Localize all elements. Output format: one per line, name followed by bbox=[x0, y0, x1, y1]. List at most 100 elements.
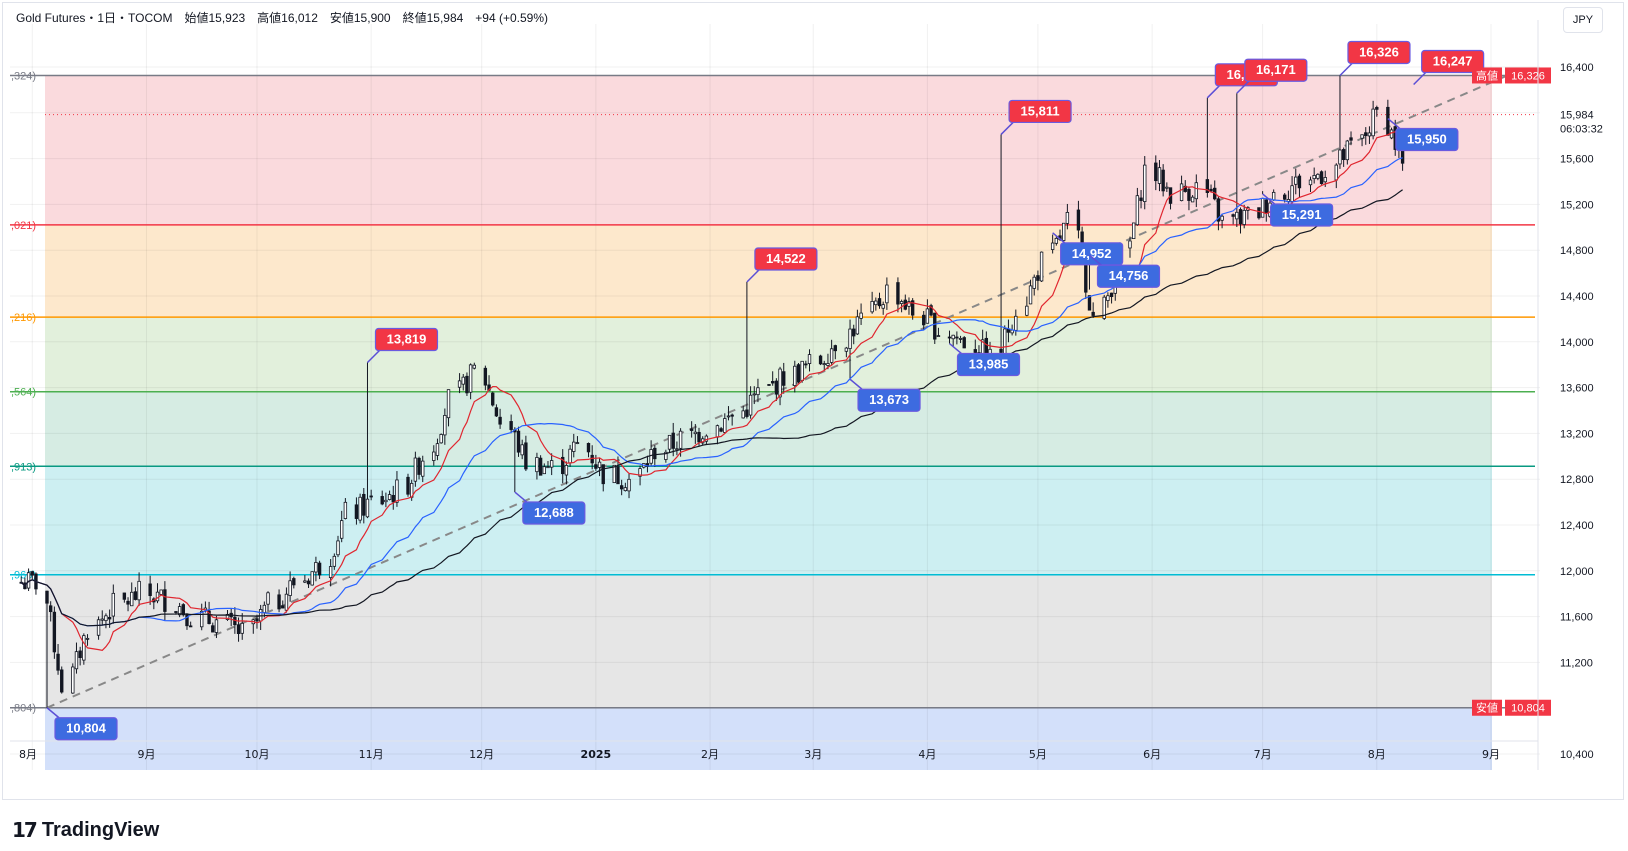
low-tag-value: 10,804 bbox=[1511, 703, 1545, 715]
tradingview-logo-icon: 𝟭𝟳 bbox=[12, 820, 38, 842]
candle bbox=[133, 591, 138, 600]
chart-legend: Gold Futures・1日・TOCOM 始値15,923 高値16,012 … bbox=[16, 11, 549, 25]
candle bbox=[601, 464, 605, 485]
candle bbox=[936, 335, 941, 337]
price-axis-label: 15,200 bbox=[1560, 199, 1594, 211]
pivot-label-text: 16,326 bbox=[1359, 44, 1399, 59]
candle bbox=[826, 363, 830, 366]
candle bbox=[774, 380, 779, 395]
candle bbox=[1323, 177, 1327, 183]
candle bbox=[494, 407, 499, 417]
candle bbox=[1194, 182, 1198, 200]
pivot-connector bbox=[1339, 62, 1353, 77]
candle bbox=[181, 604, 185, 616]
candle bbox=[1036, 275, 1040, 281]
price-axis-label: 13,200 bbox=[1560, 428, 1594, 440]
time-axis-label: 2月 bbox=[701, 748, 719, 761]
candle bbox=[1260, 198, 1265, 218]
candle bbox=[1179, 183, 1184, 202]
candle bbox=[406, 476, 410, 495]
price-axis-label: 16,400 bbox=[1560, 62, 1594, 74]
candle bbox=[185, 613, 189, 627]
candle bbox=[1102, 296, 1106, 319]
candle bbox=[723, 418, 727, 433]
pivot-label-text: 13,985 bbox=[969, 357, 1009, 372]
candle bbox=[1087, 295, 1092, 311]
candle bbox=[340, 520, 344, 539]
price-axis-label: 12,400 bbox=[1560, 520, 1594, 532]
candle bbox=[549, 460, 554, 468]
candle bbox=[1364, 132, 1368, 137]
candle bbox=[122, 592, 127, 600]
pivot-label-box bbox=[1008, 99, 1072, 124]
fib-level-label: ,913) bbox=[11, 461, 36, 473]
candle bbox=[52, 611, 57, 653]
candle bbox=[741, 410, 745, 419]
price-axis-label: 11,200 bbox=[1560, 657, 1593, 669]
pivot-connector bbox=[1088, 254, 1102, 266]
candle bbox=[1371, 108, 1375, 137]
price-axis-label: 13,600 bbox=[1560, 383, 1594, 395]
candle bbox=[78, 650, 82, 658]
high-tag-value-box bbox=[1505, 67, 1551, 84]
candle bbox=[745, 409, 749, 417]
candle bbox=[910, 300, 915, 316]
price-chart[interactable]: ,324),021),216),564),913),966),804)10,80… bbox=[0, 0, 1628, 805]
tradingview-logo[interactable]: 𝟭𝟳 TradingView bbox=[12, 818, 159, 843]
candle bbox=[417, 457, 421, 475]
price-axis-label: 14,000 bbox=[1560, 337, 1594, 349]
candle bbox=[516, 430, 521, 453]
candle bbox=[111, 592, 115, 617]
candle bbox=[807, 354, 812, 364]
time-axis-label: 2025 bbox=[581, 748, 612, 761]
candle bbox=[962, 337, 966, 349]
candle bbox=[1161, 169, 1165, 192]
candle bbox=[177, 606, 182, 616]
candle bbox=[597, 461, 602, 468]
candle bbox=[715, 425, 720, 438]
candle bbox=[262, 604, 267, 613]
candle bbox=[1003, 328, 1007, 355]
candle bbox=[1231, 214, 1235, 217]
candle bbox=[1190, 196, 1195, 203]
candle bbox=[200, 610, 204, 628]
candle bbox=[332, 555, 337, 567]
candle bbox=[907, 301, 911, 307]
candle bbox=[1131, 222, 1136, 239]
candle bbox=[689, 428, 694, 431]
pivot-label-box bbox=[374, 327, 439, 352]
candle bbox=[384, 499, 388, 503]
pivot-label-text: 15,950 bbox=[1407, 132, 1447, 147]
candle bbox=[653, 447, 657, 460]
fib-level-label: ,804) bbox=[11, 703, 36, 715]
candle bbox=[421, 460, 425, 477]
pivot-label-box bbox=[522, 501, 586, 525]
candle bbox=[1338, 149, 1342, 165]
candle bbox=[1283, 194, 1287, 200]
candle bbox=[1050, 242, 1055, 250]
candle bbox=[1341, 149, 1346, 161]
candle bbox=[778, 368, 782, 398]
candle bbox=[1264, 199, 1268, 214]
pivot-label-box bbox=[857, 388, 921, 412]
candle bbox=[612, 464, 616, 484]
candle bbox=[973, 349, 977, 353]
currency-button[interactable]: JPY bbox=[1563, 7, 1603, 33]
candle bbox=[255, 618, 259, 622]
pivot-label-text: 10,804 bbox=[66, 721, 107, 736]
candle bbox=[1349, 137, 1353, 141]
candle bbox=[782, 371, 786, 386]
candle bbox=[999, 348, 1003, 353]
candle bbox=[535, 457, 539, 473]
candle bbox=[130, 591, 134, 607]
pivot-label-text: 13,673 bbox=[869, 392, 909, 407]
last-price-label: 15,984 bbox=[1560, 110, 1594, 122]
candle bbox=[74, 651, 79, 670]
candle bbox=[829, 348, 834, 363]
candle bbox=[833, 345, 837, 352]
candle bbox=[107, 617, 112, 620]
candle bbox=[1154, 162, 1158, 182]
candle bbox=[48, 605, 53, 613]
candle bbox=[855, 316, 860, 335]
candle bbox=[1205, 179, 1210, 193]
